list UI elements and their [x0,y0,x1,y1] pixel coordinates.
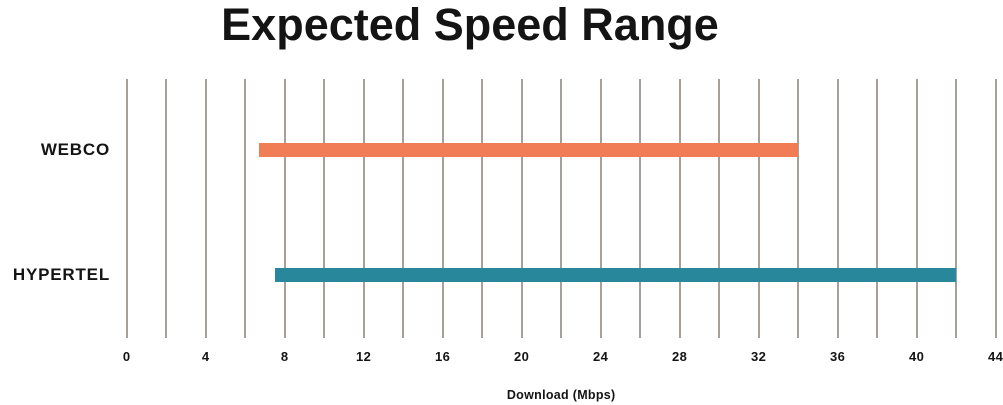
gridline [757,79,760,338]
x-tick-label: 44 [987,349,1003,364]
gridline [204,79,207,338]
gridline [125,79,128,338]
gridline [678,79,681,338]
range-bar-hypertel [274,268,957,282]
gridline [876,79,879,338]
x-tick-label: 4 [201,349,210,364]
gridline [441,79,444,338]
category-label-webco: WEBCO [40,140,110,159]
x-tick-label: 12 [355,349,372,364]
x-tick-label: 16 [434,349,451,364]
x-tick-label: 24 [592,349,609,364]
gridline [797,79,800,338]
gridline [244,79,247,338]
gridline [955,79,958,338]
x-tick-label: 32 [750,349,767,364]
x-tick-label: 0 [122,349,131,364]
gridline [599,79,602,338]
gridline [323,79,326,338]
gridline [718,79,721,338]
x-tick-label: 40 [908,349,925,364]
x-axis-label: Download (Mbps) [506,388,616,402]
gridline [915,79,918,338]
category-label-hypertel: HYPERTEL [12,265,110,284]
x-tick-label: 8 [280,349,289,364]
gridline [836,79,839,338]
chart-title: Expected Speed Range [221,0,719,50]
gridline [520,79,523,338]
x-tick-label: 20 [513,349,530,364]
gridline [283,79,286,338]
range-bar-webco [259,143,799,157]
gridline [165,79,168,338]
gridline [994,79,997,338]
gridline [639,79,642,338]
x-tick-label: 36 [829,349,846,364]
gridline [560,79,563,338]
gridline [362,79,365,338]
gridline [481,79,484,338]
x-tick-label: 28 [671,349,688,364]
gridline [402,79,405,338]
